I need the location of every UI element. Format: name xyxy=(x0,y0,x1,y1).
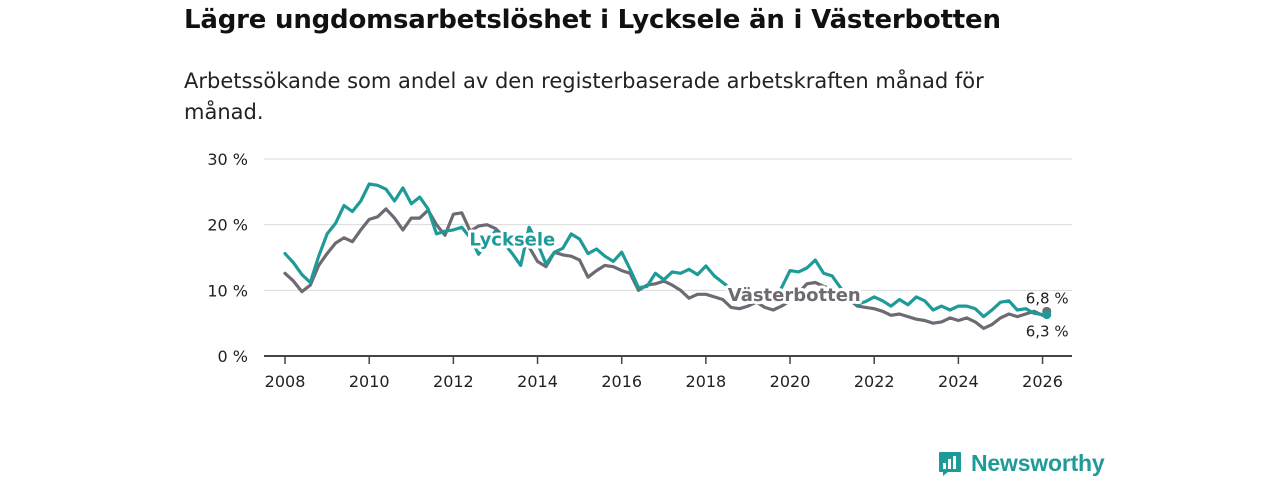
y-tick-label: 30 % xyxy=(207,150,248,169)
newsworthy-logo-icon xyxy=(939,452,961,476)
end-value-label: 6,3 % xyxy=(1026,323,1069,341)
x-tick-label: 2018 xyxy=(686,372,727,391)
x-tick-label: 2026 xyxy=(1022,372,1063,391)
x-tick-label: 2014 xyxy=(517,372,558,391)
series-lines xyxy=(283,182,1052,330)
x-tick-label: 2010 xyxy=(349,372,390,391)
y-tick-label: 20 % xyxy=(207,216,248,235)
chart-title: Lägre ungdomsarbetslöshet i Lycksele än … xyxy=(184,5,1001,35)
x-tick-label: 2012 xyxy=(433,372,474,391)
x-tick-label: 2020 xyxy=(770,372,811,391)
series-name-label: Lycksele xyxy=(469,230,555,251)
end-value-label: 6,8 % xyxy=(1026,289,1069,307)
y-tick-label: 0 % xyxy=(218,347,248,366)
axis-ticks: 0 % 10 % 20 % 30 % 2008 2010 2012 2014 2016 2018 2… xyxy=(207,150,1063,391)
x-tick-label: 2022 xyxy=(854,372,895,391)
series-line-vsterbotten xyxy=(283,207,1049,330)
series-line-lycksele xyxy=(283,182,1049,319)
series-name-label: Västerbotten xyxy=(728,285,861,306)
x-tick-label: 2024 xyxy=(938,372,979,391)
y-tick-label: 10 % xyxy=(207,281,248,300)
brand-name: Newsworthy xyxy=(971,449,1105,476)
x-tick-label: 2008 xyxy=(265,372,306,391)
brand: Newsworthy xyxy=(937,448,1105,478)
series-end-point xyxy=(1042,310,1052,320)
x-tick-label: 2016 xyxy=(601,372,642,391)
series-labels: 6,3 % Lycksele 6,8 % Västerbotten xyxy=(466,227,1069,341)
chart-subtitle: Arbetssökande som andel av den registerb… xyxy=(184,69,984,124)
